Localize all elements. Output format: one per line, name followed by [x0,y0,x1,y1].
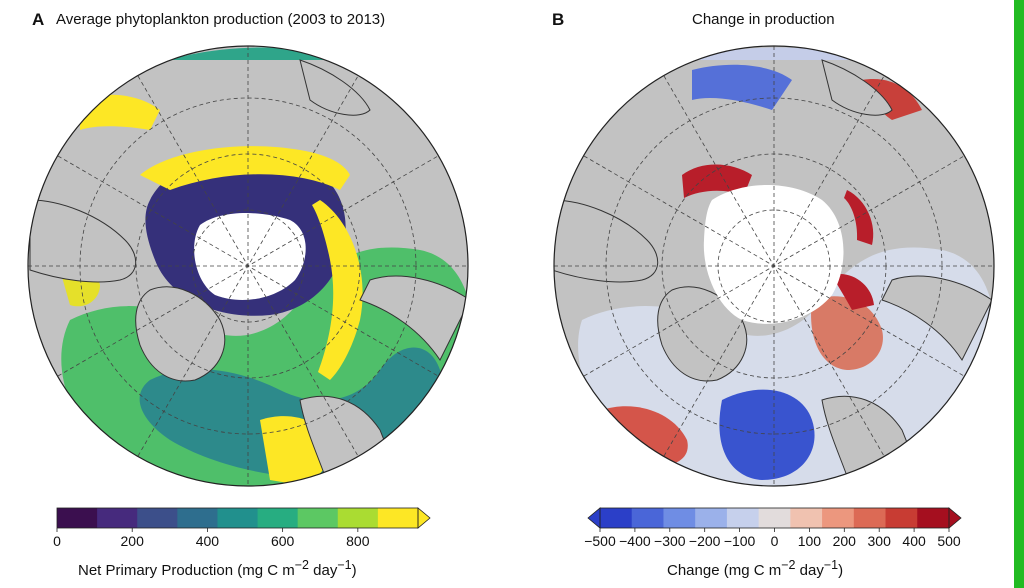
panel-b-colorbar: −500 −400 −300 −200 −100 0 100 200 300 400 500 [584,507,962,549]
panel-a-colorbar-swatch [97,508,138,528]
panel-b-label-end: ) [838,562,844,579]
panel-b-colorbar-arrow-left [587,507,601,529]
panel-b-colorbar-tick-label: −200 [689,533,721,549]
panel-a-colorbar-swatch [337,508,379,528]
panel-b: B Change in production [512,0,1024,588]
panel-b-colorbar-tick-label: 500 [937,533,961,549]
panel-a-colorbar-tick-label: 200 [121,533,145,549]
panel-b-colorbar-tick-label: 0 [771,533,779,549]
panel-b-red-shelf-2 [844,190,874,245]
panel-a-colorbar-tick-label: 0 [53,533,61,549]
panel-b-colorbar-swatch [695,508,728,528]
panel-b-colorbar-swatch [600,508,633,528]
panel-a-svg: 0 200 400 600 800 [27,45,469,549]
panel-a-colorbar-arrow-right [417,507,431,529]
panel-b-colorbar-tick-label: 100 [798,533,822,549]
panel-b-colorbar-tick-label: 300 [868,533,892,549]
panel-a-colorbar-swatch [377,508,419,528]
panel-a-shelf-yellow-1 [140,146,350,190]
panel-b-land-canada [554,199,659,283]
panel-b-ocean-pacific-blue [692,64,792,110]
panel-a-colorbar-tick-label: 400 [196,533,220,549]
panel-a-title: Average phytoplankton production (2003 t… [56,11,386,28]
panel-a-graticule [28,46,468,486]
panel-b-label-main: Change (mg C m [667,562,782,579]
panel-a-colorbar-tick-label: 800 [346,533,370,549]
panel-a-colorbar-swatch [57,508,98,528]
panel-a-label-end: ) [351,562,357,579]
panel-a-colorbar-border [56,507,419,529]
panel-a-label-exp2: −1 [337,558,352,572]
panel-a-land-alaska [299,59,371,116]
panel-b-colorbar-tick-label: −300 [654,533,686,549]
panel-b-colorbar-tick-label: −500 [584,533,616,549]
panel-b-label-mid: day [795,562,824,579]
panel-a-letter: A [32,10,45,29]
panel-a-land-greenland [135,286,226,382]
panel-b-colorbar-swatch [822,508,855,528]
panel-a-label-mid: day [308,562,338,579]
panel-b-colorbar-swatch [917,508,950,528]
panel-a-colorbar-label: Net Primary Production (mg C m−2 day−1) [78,558,357,579]
panel-b-colorbar-swatch [663,508,696,528]
panel-b-title: Change in production [692,11,835,28]
panel-b-colorbar-swatch [790,508,823,528]
panel-b-ocean-red-patch-2 [811,296,883,370]
panel-b-colorbar-label: Change (mg C m−2 day−1) [667,558,843,579]
panel-b-label-exp1: −2 [781,558,796,572]
panel-a-colorbar: 0 200 400 600 800 [53,507,431,549]
panel-b-colorbar-swatch [885,508,918,528]
panel-a-map-border [27,45,469,487]
panel-b-colorbar-tick-label: 200 [833,533,857,549]
panel-b-svg: −500 −400 −300 −200 −100 0 100 200 300 400 500 [553,45,995,549]
panel-b-colorbar-tick-label: −100 [724,533,756,549]
panel-b-colorbar-swatch [631,508,664,528]
panel-b-red-shelf-3 [832,274,874,310]
panel-a-colorbar-swatch [217,508,259,528]
panel-b-sea-ice [703,185,844,324]
panel-b-land-alaska [821,59,893,116]
panel-b-colorbar-swatch [758,508,791,528]
panel-a-colorbar-swatch [177,508,218,528]
panel-b-colorbar-swatch [853,508,887,528]
panel-a-sea-ice [194,213,306,300]
panel-b-colorbar-tick-label: 400 [902,533,926,549]
panel-b-red-shelf-1 [682,164,752,198]
panel-a-label-main: Net Primary Production (mg C m [78,562,295,579]
panel-b-label-exp2: −1 [823,558,839,572]
panel-a-label-exp1: −2 [294,558,309,572]
panel-a-colorbar-swatch [257,508,299,528]
panel-a: A Average phytoplankton production (2003… [27,10,469,579]
panel-b-map-border [553,45,995,487]
right-edge-bar [1014,0,1024,588]
panel-b-colorbar-tick-label: −400 [619,533,651,549]
panel-b-letter: B [552,10,565,29]
panel-a-colorbar-swatch [137,508,178,528]
panel-a-shelf-yellow-2 [312,200,363,380]
panel-a-land-scandinavia [359,275,468,361]
panel-b-colorbar-swatch [726,508,760,528]
panel-a-colorbar-swatch [297,508,339,528]
panel-b-colorbar-arrow-right [948,507,962,529]
panel-a-colorbar-tick-label: 600 [271,533,295,549]
panel-b-ocean-pacific-red [862,79,922,120]
panel-b-graticule [554,46,994,486]
panel-b-ocean-blue-patch [719,389,815,480]
